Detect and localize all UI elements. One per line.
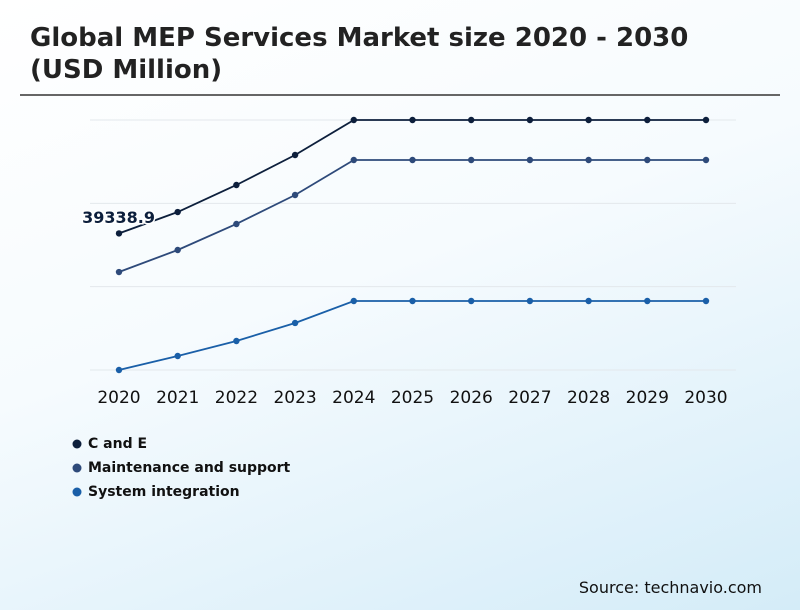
chart-title: Global MEP Services Market size 2020 - 2… [30, 23, 689, 85]
data-point [468, 116, 475, 124]
x-tick-label: 2025 [391, 388, 434, 408]
source: Source: technavio.com [578, 578, 762, 597]
data-point [291, 151, 299, 159]
data-point [526, 156, 534, 164]
data-point [585, 116, 592, 124]
data-point [526, 116, 534, 124]
x-tick-label: 2028 [567, 388, 610, 408]
x-tick-label: 2026 [450, 388, 493, 408]
data-point [233, 337, 240, 345]
data-point [468, 156, 475, 164]
x-tick-label: 2022 [215, 388, 258, 408]
data-point [350, 156, 357, 164]
data-point [350, 116, 357, 124]
data-point [702, 156, 710, 164]
data-point [115, 366, 123, 374]
data-point [468, 297, 475, 305]
data-point [291, 319, 299, 327]
x-tick-label: 2021 [156, 388, 199, 408]
data-point [644, 116, 651, 124]
x-tick-label: 2030 [684, 388, 727, 408]
data-point [702, 116, 710, 124]
legend-label: C and E [88, 436, 147, 452]
legend-label: System integration [88, 484, 240, 500]
x-tick-label: 2029 [626, 388, 669, 408]
data-point [526, 297, 534, 305]
series-line [118, 300, 706, 371]
title-rule [20, 94, 780, 96]
data-point [644, 297, 651, 305]
data-point [233, 181, 240, 189]
data-point [585, 297, 592, 305]
data-point [115, 268, 123, 276]
data-point [409, 116, 416, 124]
data-point [233, 220, 240, 228]
series-line [118, 159, 706, 273]
legend-marker [72, 487, 82, 497]
x-tick-label: 2020 [97, 388, 140, 408]
data-point [291, 191, 299, 199]
legend-label: Maintenance and support [88, 460, 291, 476]
data-point [644, 156, 651, 164]
data-point [409, 297, 416, 305]
x-tick-label: 2023 [273, 388, 316, 408]
data-point [174, 208, 181, 216]
data-point [409, 156, 416, 164]
data-point [174, 246, 181, 254]
series-line [118, 119, 706, 235]
data-point [115, 230, 123, 237]
data-point [350, 297, 357, 305]
data-point [585, 156, 592, 164]
data-label: 39338.9 [82, 208, 155, 227]
data-point [174, 352, 181, 360]
x-tick-label: 2024 [332, 388, 375, 408]
x-tick-label: 2027 [508, 388, 551, 408]
data-point [702, 297, 710, 305]
legend-marker [72, 463, 82, 473]
legend-marker [72, 439, 82, 449]
